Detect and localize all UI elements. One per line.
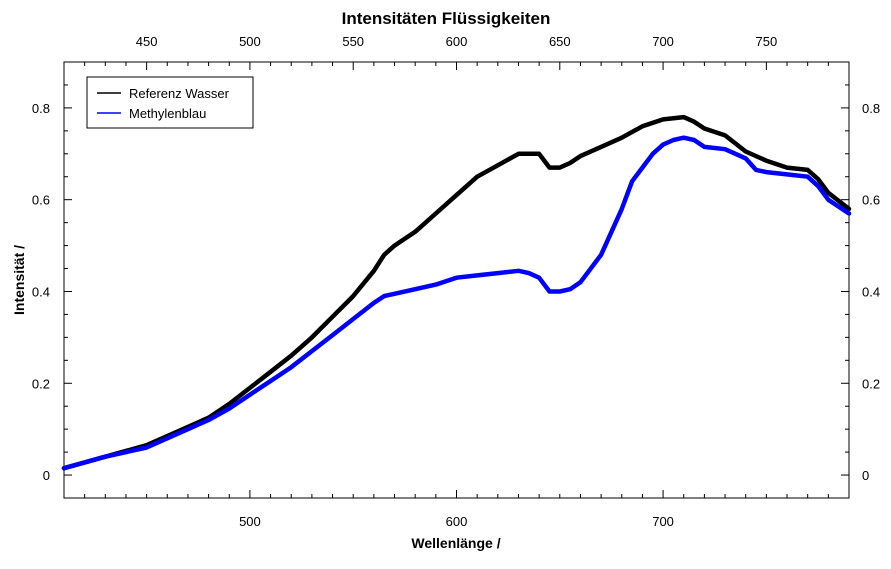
- x-tick-label: 700: [652, 514, 674, 529]
- x-top-tick-label: 550: [342, 34, 364, 49]
- legend: Referenz Wasser Methylenblau: [86, 76, 254, 129]
- series-layer: [61, 114, 852, 471]
- legend-label-methylenblau: Methylenblau: [129, 106, 206, 121]
- legend-label-referenz: Referenz Wasser: [129, 86, 230, 101]
- x-top-tick-label: 650: [549, 34, 571, 49]
- y-right-tick-label: 0.6: [862, 193, 880, 208]
- x-top-tick-label: 700: [652, 34, 674, 49]
- y-right-tick-label: 0.2: [862, 376, 880, 391]
- series-line-1: [61, 135, 852, 471]
- chart-title: Intensitäten Flüssigkeiten: [342, 9, 551, 28]
- x-top-tick-label: 450: [136, 34, 158, 49]
- y-right-tick-label: 0: [862, 468, 869, 483]
- x-top-tick-label: 500: [239, 34, 261, 49]
- y-tick-label: 0.8: [32, 101, 50, 116]
- y-tick-label: 0: [43, 468, 50, 483]
- axis-ticks: 500 600 700 450 500 550 600 650 700 750 0 0 0.2 0.2 0.…: [32, 34, 880, 529]
- legend-box: [86, 76, 254, 129]
- y-tick-label: 0.6: [32, 193, 50, 208]
- x-tick-label: 500: [239, 514, 261, 529]
- x-tick-label: 600: [446, 514, 468, 529]
- y-right-tick-label: 0.8: [862, 101, 880, 116]
- series-line-0: [61, 114, 852, 471]
- x-top-tick-label: 750: [756, 34, 778, 49]
- y-tick-label: 0.2: [32, 376, 50, 391]
- x-top-tick-label: 600: [446, 34, 468, 49]
- x-axis-label: Wellenlänge /: [411, 535, 500, 551]
- y-axis-label: Intensität /: [11, 245, 27, 315]
- y-tick-label: 0.4: [32, 284, 50, 299]
- y-right-tick-label: 0.4: [862, 284, 880, 299]
